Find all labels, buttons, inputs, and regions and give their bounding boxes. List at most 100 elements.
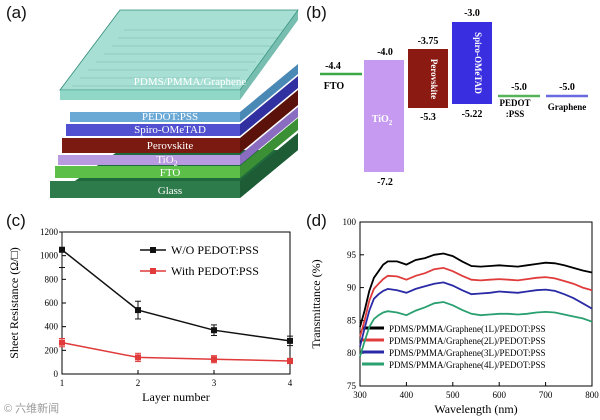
- data-point: [59, 246, 65, 253]
- x-tick-label: 300: [353, 390, 367, 400]
- layer-glass: [50, 181, 240, 198]
- pedot-value: -5.0: [511, 82, 527, 93]
- graphene-name: Graphene: [548, 102, 587, 112]
- perovskite-top-value: -3.75: [418, 36, 439, 47]
- layer-fto-side: [240, 118, 298, 178]
- legend-label: PDMS/PMMA/Graphene(1L)/PEDOT:PSS: [389, 324, 546, 334]
- x-axis-label: Wavelength (nm): [434, 402, 517, 416]
- data-point: [211, 356, 217, 363]
- layer-perovskite: [62, 138, 240, 153]
- series-line: [359, 266, 593, 338]
- layer-perovskite-side: [240, 90, 298, 153]
- y-tick-label: 200: [45, 345, 59, 355]
- tio2-top-value: -4.0: [377, 47, 393, 58]
- label-glass: Glass: [158, 185, 182, 197]
- tio2-band: [364, 60, 404, 172]
- label-spiro: Spiro-OMeTAD: [134, 124, 206, 136]
- legend-label: PDMS/PMMA/Graphene(3L)/PEDOT:PSS: [389, 348, 546, 358]
- data-point: [135, 354, 141, 361]
- x-tick-label: 500: [446, 390, 460, 400]
- x-tick-label: 700: [539, 390, 553, 400]
- y-tick-label: 85: [347, 315, 357, 325]
- device-stack-diagram: PDMS/PMMA/Graphene PEDOT:PSS Spiro-OMeTA…: [50, 9, 299, 198]
- layer-spiro-side: [240, 76, 298, 136]
- tio2-bottom-value: -7.2: [377, 177, 393, 188]
- series-line: [359, 281, 593, 347]
- y-axis-label: Sheet Resistance (Ω/□): [7, 247, 21, 358]
- tio2-name: TiO2: [372, 114, 393, 127]
- graphene-value: -5.0: [559, 82, 575, 93]
- x-tick-label: 800: [585, 390, 599, 400]
- sheet-resistance-chart: 1 2 3 4 0 200 400 600 800 1000 1200 Layer number She…: [7, 227, 293, 404]
- legend-label: PDMS/PMMA/Graphene(2L)/PEDOT:PSS: [389, 336, 546, 346]
- y-tick-label: 1200: [40, 227, 59, 237]
- x-axis-label: Layer number: [142, 390, 210, 404]
- data-point: [135, 307, 141, 314]
- series-line: [61, 249, 291, 342]
- panel-label-d: (d): [306, 211, 327, 230]
- y-tick-label: 95: [347, 250, 357, 260]
- y-tick-label: 600: [45, 298, 59, 308]
- y-axis-label: Transmittance (%): [309, 259, 323, 348]
- spiro-name: Spiro-OMeTAD: [473, 32, 483, 94]
- layer-glass-side: [240, 133, 298, 198]
- graphene-lattice: [72, 29, 284, 87]
- layer-tio2-side: [240, 107, 298, 165]
- layer-fto: [55, 166, 240, 178]
- layer-pedot: [70, 112, 240, 122]
- legend-marker: [150, 247, 156, 253]
- data-point: [287, 357, 293, 364]
- x-tick-label: 600: [492, 390, 506, 400]
- spiro-band: [452, 22, 492, 104]
- x-tick-label: 2: [136, 378, 141, 388]
- data-point: [211, 327, 217, 334]
- label-tio2: TiO2: [156, 154, 177, 168]
- label-pdms-graphene: PDMS/PMMA/Graphene: [134, 76, 247, 88]
- spiro-bottom-value: -5.22: [462, 109, 483, 120]
- fto-name: FTO: [324, 81, 345, 92]
- perovskite-band: [408, 49, 448, 108]
- panel-label-c: (c): [6, 211, 26, 230]
- y-tick-label: 0: [54, 369, 59, 379]
- plot-frame: [359, 221, 593, 387]
- x-tick-label: 1: [60, 378, 65, 388]
- legend-label: With PEDOT:PSS: [171, 264, 259, 278]
- y-tick-label: 800: [45, 274, 59, 284]
- layer-pdms-graphene-side: [240, 10, 298, 100]
- series-line: [359, 301, 593, 357]
- x-tick-label: 3: [212, 378, 217, 388]
- label-fto: FTO: [160, 167, 181, 179]
- y-tick-label: 100: [343, 217, 357, 227]
- perovskite-bottom-value: -5.3: [420, 112, 436, 123]
- panel-label-b: (b): [306, 3, 327, 22]
- perovskite-name: Perovskite: [429, 59, 439, 99]
- watermark: © 六维新闻: [4, 403, 60, 415]
- y-tick-label: 90: [347, 283, 357, 293]
- y-tick-label: 1000: [40, 251, 59, 261]
- fto-value: -4.4: [325, 61, 341, 72]
- legend-label: PDMS/PMMA/Graphene(4L)/PEDOT:PSS: [389, 360, 546, 370]
- series-line: [359, 252, 593, 328]
- pedot-name-line1: PEDOT: [499, 98, 530, 108]
- series-line: [61, 341, 291, 362]
- layer-pdms-graphene: [60, 90, 240, 100]
- layer-spiro: [66, 124, 240, 136]
- energy-level-diagram: -4.4 FTO -4.0 -7.2 TiO2 -3.75 -5.3 Perov…: [320, 8, 588, 188]
- layer-pedot-side: [240, 64, 298, 122]
- y-tick-label: 80: [347, 348, 357, 358]
- layer-tio2: [58, 155, 240, 165]
- data-point: [59, 339, 65, 346]
- spiro-top-value: -3.0: [464, 8, 480, 19]
- x-tick-label: 400: [400, 390, 414, 400]
- legend-marker: [150, 268, 156, 274]
- label-pedot: PEDOT:PSS: [142, 111, 198, 123]
- x-tick-label: 4: [288, 378, 293, 388]
- y-tick-label: 400: [45, 322, 59, 332]
- transmittance-chart: 300 400 500 600 700 800 75 80 85 90 95 100 Wavelengt…: [309, 217, 599, 416]
- panel-label-a: (a): [6, 3, 27, 22]
- legend-label: W/O PEDOT:PSS: [171, 243, 259, 257]
- pedot-name-line2: :PSS: [506, 109, 525, 119]
- label-perovskite: Perovskite: [147, 140, 194, 152]
- data-point: [287, 337, 293, 344]
- y-tick-label: 75: [347, 381, 357, 391]
